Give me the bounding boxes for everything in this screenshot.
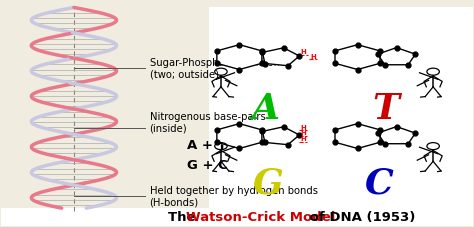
Text: H: H: [300, 130, 306, 136]
Polygon shape: [378, 127, 415, 144]
Text: G + C: G + C: [187, 159, 228, 172]
Text: A: A: [251, 92, 279, 126]
Text: H: H: [301, 49, 306, 55]
Text: Nitrogenous base-pairs
(inside): Nitrogenous base-pairs (inside): [150, 112, 265, 133]
Polygon shape: [335, 45, 380, 69]
Text: H: H: [311, 54, 317, 60]
Polygon shape: [335, 124, 380, 148]
Text: G: G: [252, 166, 283, 200]
Text: H: H: [300, 136, 306, 142]
Text: Watson-Crick Model: Watson-Crick Model: [186, 211, 336, 224]
Text: Held together by hydrogen bonds
(H-bonds): Held together by hydrogen bonds (H-bonds…: [150, 186, 318, 208]
Text: Sugar-Phosphate backbone
(two; outside): Sugar-Phosphate backbone (two; outside): [150, 58, 286, 79]
Text: The: The: [168, 211, 201, 224]
Polygon shape: [217, 45, 262, 69]
Polygon shape: [217, 124, 262, 148]
Text: T: T: [373, 92, 399, 126]
Polygon shape: [378, 48, 415, 65]
Text: C: C: [365, 166, 393, 200]
Text: of DNA (1953): of DNA (1953): [305, 211, 415, 224]
Polygon shape: [263, 48, 300, 66]
Text: H: H: [300, 125, 306, 131]
FancyBboxPatch shape: [209, 7, 474, 210]
Text: A + T: A + T: [187, 139, 227, 152]
FancyBboxPatch shape: [0, 208, 474, 226]
Polygon shape: [263, 127, 300, 145]
